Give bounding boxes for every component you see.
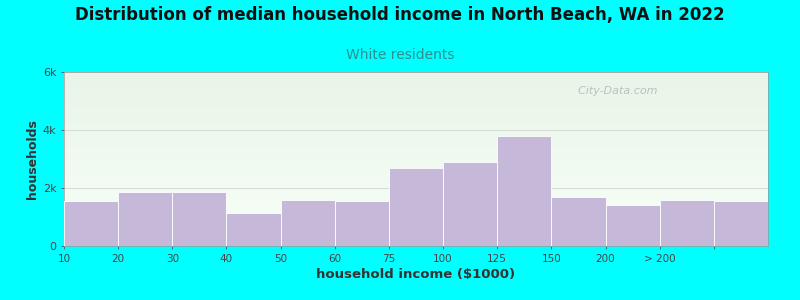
Bar <box>64 201 118 246</box>
Bar <box>226 213 281 246</box>
Bar <box>606 206 660 246</box>
X-axis label: household income ($1000): household income ($1000) <box>317 268 515 281</box>
Bar <box>172 192 226 246</box>
Y-axis label: households: households <box>26 119 38 199</box>
Bar <box>389 168 443 246</box>
Bar <box>498 136 551 246</box>
Text: City-Data.com: City-Data.com <box>571 86 658 96</box>
Text: Distribution of median household income in North Beach, WA in 2022: Distribution of median household income … <box>75 6 725 24</box>
Bar <box>281 200 334 246</box>
Bar <box>660 200 714 246</box>
Bar <box>551 197 606 246</box>
Bar <box>443 162 498 246</box>
Bar <box>714 201 768 246</box>
Bar <box>118 192 172 246</box>
Text: White residents: White residents <box>346 48 454 62</box>
Bar <box>334 201 389 246</box>
